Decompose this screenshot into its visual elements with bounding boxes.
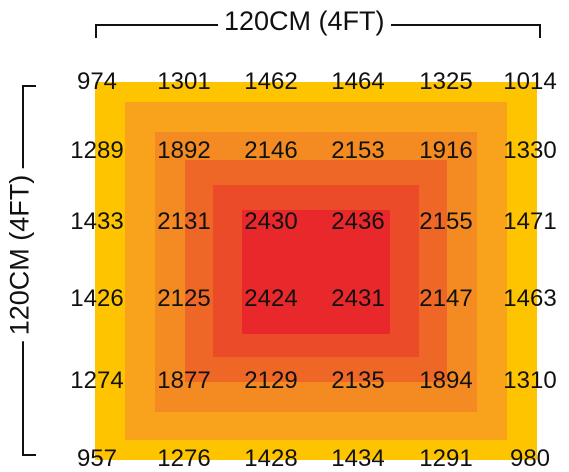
intensity-value: 980: [509, 445, 551, 472]
intensity-value: 1274: [70, 367, 124, 394]
intensity-value: 1892: [157, 137, 211, 164]
intensity-value: 1463: [503, 285, 557, 312]
intensity-value: 1894: [419, 367, 473, 394]
intensity-value: 1433: [70, 208, 124, 235]
intensity-value: 1325: [419, 68, 473, 95]
intensity-value: 2153: [331, 137, 385, 164]
intensity-value: 957: [76, 445, 118, 472]
intensity-value: 1434: [331, 445, 385, 472]
intensity-value: 974: [76, 68, 118, 95]
intensity-value: 1014: [503, 68, 557, 95]
intensity-value: 1916: [419, 137, 473, 164]
intensity-value: 2155: [419, 208, 473, 235]
intensity-value: 2436: [331, 208, 385, 235]
intensity-value: 1471: [503, 208, 557, 235]
intensity-band-6: [242, 210, 390, 334]
intensity-value: 1289: [70, 137, 124, 164]
width-label: 120CM (4FT): [218, 8, 391, 35]
intensity-value: 1291: [419, 445, 473, 472]
intensity-value: 1462: [244, 68, 298, 95]
intensity-value: 2131: [157, 208, 211, 235]
intensity-value: 1310: [503, 367, 557, 394]
intensity-value: 2129: [244, 367, 298, 394]
intensity-value: 1330: [503, 137, 557, 164]
intensity-value: 2431: [331, 285, 385, 312]
intensity-value: 1428: [244, 445, 298, 472]
intensity-value: 1464: [331, 68, 385, 95]
intensity-value: 1301: [157, 68, 211, 95]
intensity-value: 2125: [157, 285, 211, 312]
intensity-value: 2430: [244, 208, 298, 235]
intensity-value: 2147: [419, 285, 473, 312]
intensity-value: 2135: [331, 367, 385, 394]
intensity-value: 1426: [70, 285, 124, 312]
height-label: 120CM (4FT): [5, 168, 35, 342]
intensity-value: 1276: [157, 445, 211, 472]
intensity-value: 1877: [157, 367, 211, 394]
intensity-value: 2146: [244, 137, 298, 164]
intensity-value: 2424: [244, 285, 298, 312]
